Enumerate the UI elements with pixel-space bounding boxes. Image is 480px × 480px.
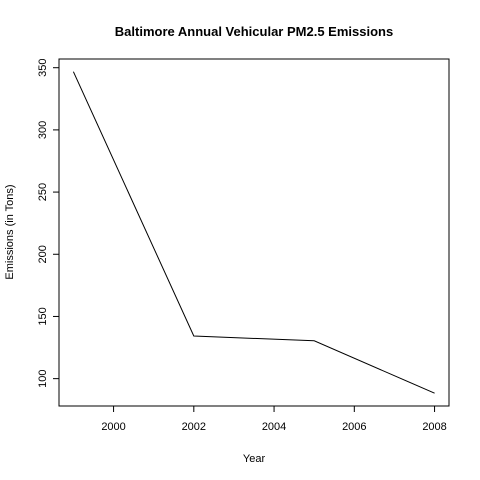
x-tick-label: 2006 [342, 421, 366, 433]
plot-frame [58, 58, 450, 407]
x-tick-label: 2002 [182, 421, 206, 433]
y-tick-label: 350 [37, 59, 49, 77]
y-tick-label: 200 [37, 245, 49, 263]
x-axis: 2000 2002 2004 2006 2008 [101, 406, 447, 433]
y-tick-label: 100 [37, 369, 49, 387]
y-axis: 100 150 200 250 300 350 [37, 59, 59, 388]
y-tick-label: 150 [37, 307, 49, 325]
x-tick-label: 2000 [101, 421, 125, 433]
y-tick-label: 250 [37, 183, 49, 201]
x-tick-label: 2008 [422, 421, 446, 433]
chart-title: Baltimore Annual Vehicular PM2.5 Emissio… [115, 24, 393, 39]
y-axis-label: Emissions (in Tons) [4, 184, 16, 279]
y-tick-label: 300 [37, 121, 49, 139]
x-axis-label: Year [243, 453, 266, 465]
series-line [72, 71, 435, 394]
x-tick-label: 2004 [262, 421, 286, 433]
